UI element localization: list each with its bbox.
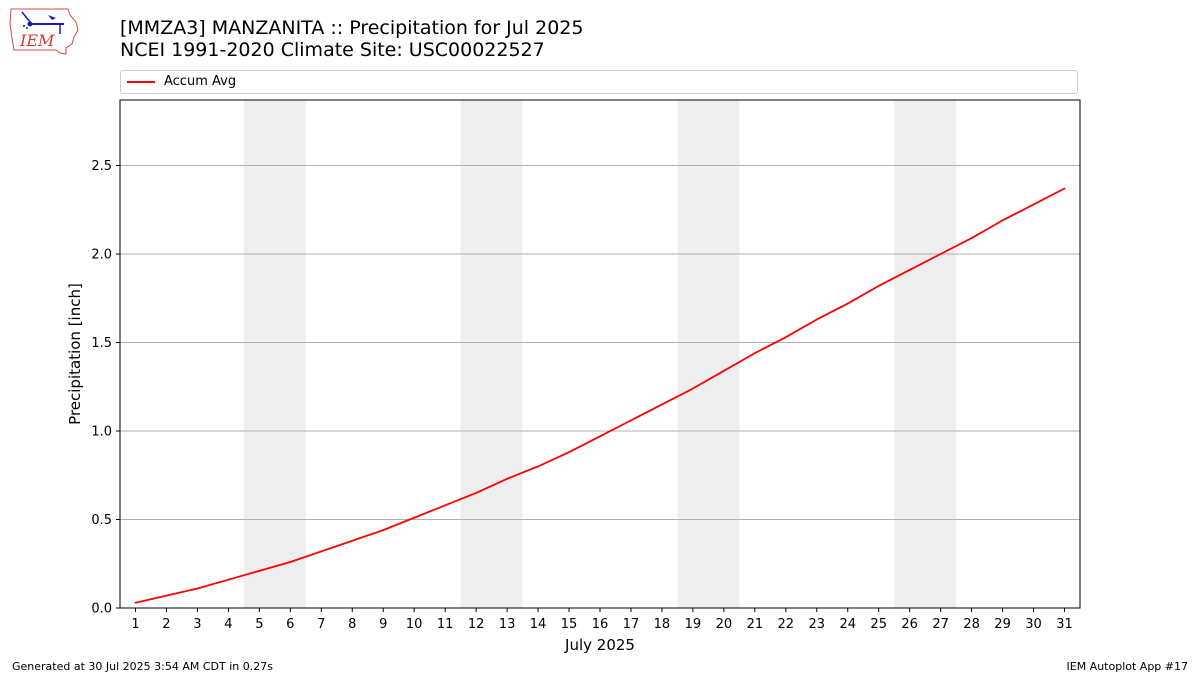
x-tick-label-13: 13	[499, 617, 516, 632]
data-point-day-28	[970, 237, 973, 239]
weekend-shade-3	[677, 100, 740, 608]
x-tick-label-3: 3	[193, 617, 201, 632]
x-tick-label-25: 25	[870, 617, 887, 632]
x-tick-label-8: 8	[348, 617, 356, 632]
x-tick-label-10: 10	[406, 617, 423, 632]
x-axis-label: July 2025	[564, 636, 635, 654]
x-tick-label-5: 5	[255, 617, 263, 632]
x-tick-label-23: 23	[809, 617, 826, 632]
y-tick-label-1: 0.5	[91, 513, 112, 528]
data-point-day-19	[692, 387, 694, 390]
x-tick-label-11: 11	[437, 617, 454, 632]
data-point-day-17	[630, 419, 632, 422]
data-point-day-13	[506, 477, 508, 480]
chart-title-line2: NCEI 1991-2020 Climate Site: USC00022527	[120, 39, 545, 61]
x-tick-label-16: 16	[592, 617, 609, 632]
weekend-shade-2	[460, 100, 523, 608]
x-tick-label-7: 7	[317, 617, 325, 632]
x-tick-label-26: 26	[901, 617, 918, 632]
chart-title-line1: [MMZA3] MANZANITA :: Precipitation for J…	[120, 17, 584, 39]
data-point-day-22	[784, 336, 787, 339]
x-tick-label-29: 29	[994, 617, 1011, 632]
data-point-day-27	[939, 253, 942, 255]
iowa-outline-icon	[9, 8, 79, 55]
x-tick-label-14: 14	[530, 617, 547, 632]
x-tick-label-12: 12	[468, 617, 485, 632]
data-point-day-11	[444, 504, 447, 507]
x-tick-label-28: 28	[963, 617, 980, 632]
x-tick-label-4: 4	[224, 617, 232, 632]
x-tick-label-15: 15	[561, 617, 578, 632]
x-tick-label-1: 1	[131, 617, 139, 632]
x-tick-label-31: 31	[1056, 617, 1073, 632]
data-point-day-7	[320, 550, 323, 553]
data-point-day-10	[413, 516, 416, 519]
data-point-day-24	[846, 302, 849, 305]
weekend-shade-1	[243, 100, 306, 608]
data-point-day-1	[134, 601, 137, 604]
data-point-day-18	[661, 403, 663, 406]
data-point-day-21	[753, 352, 756, 355]
x-tick-label-18: 18	[654, 617, 671, 632]
x-tick-label-2: 2	[162, 617, 170, 632]
data-point-day-3	[196, 587, 199, 590]
data-point-day-4	[227, 578, 230, 581]
legend-swatch-accum-avg	[127, 81, 155, 83]
app-credit: IEM Autoplot App #17	[1066, 660, 1189, 673]
data-point-day-2	[165, 594, 168, 597]
chart-legend: Accum Avg	[120, 70, 1078, 94]
legend-label-accum-avg: Accum Avg	[164, 74, 237, 89]
x-tick-label-9: 9	[379, 617, 387, 632]
generated-timestamp: Generated at 30 Jul 2025 3:54 AM CDT in …	[12, 660, 273, 673]
data-point-day-12	[475, 492, 478, 494]
x-tick-label-6: 6	[286, 617, 294, 632]
logo-text: IEM	[19, 31, 55, 50]
y-tick-label-5: 2.5	[91, 159, 112, 174]
data-point-day-30	[1032, 203, 1035, 206]
x-tick-label-30: 30	[1025, 617, 1042, 632]
x-tick-label-19: 19	[685, 617, 702, 632]
data-point-day-5	[258, 569, 261, 572]
data-point-day-6	[289, 561, 292, 563]
x-tick-label-22: 22	[778, 617, 795, 632]
x-tick-label-21: 21	[747, 617, 764, 632]
data-point-day-9	[382, 529, 385, 532]
data-point-day-20	[722, 369, 725, 372]
x-tick-label-17: 17	[623, 617, 640, 632]
data-point-day-16	[599, 435, 601, 438]
data-point-day-26	[908, 269, 911, 271]
data-point-day-8	[351, 539, 354, 542]
y-tick-label-4: 2.0	[91, 247, 112, 262]
data-point-day-29	[1001, 219, 1004, 222]
data-point-day-31	[1063, 187, 1066, 190]
x-tick-label-24: 24	[839, 617, 856, 632]
y-axis-label: Precipitation [inch]	[66, 283, 84, 425]
data-point-day-23	[815, 318, 818, 321]
data-point-day-15	[568, 451, 570, 454]
x-tick-label-20: 20	[716, 617, 733, 632]
data-point-day-14	[537, 465, 539, 468]
y-tick-label-3: 1.5	[91, 336, 112, 351]
y-tick-label-2: 1.0	[91, 424, 112, 439]
weekend-shade-4	[894, 100, 957, 608]
iem-logo: IEM	[9, 8, 79, 55]
data-point-day-25	[877, 284, 880, 287]
y-tick-label-0: 0.0	[91, 602, 112, 617]
x-tick-label-27: 27	[932, 617, 949, 632]
